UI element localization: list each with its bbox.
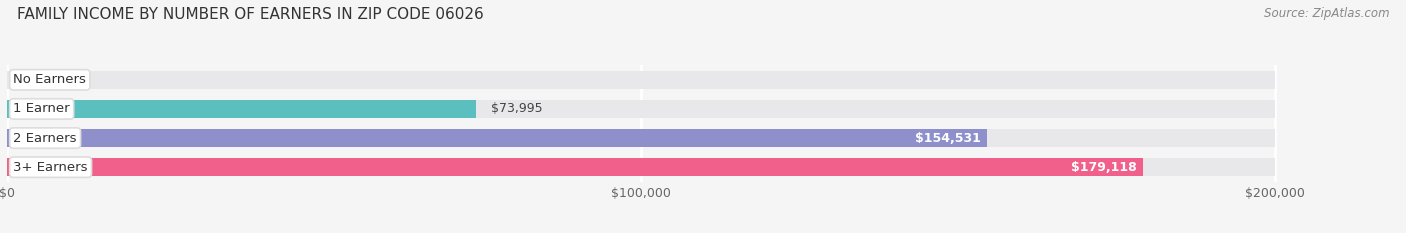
Bar [7,100,477,118]
Bar [7,129,987,147]
Bar [7,71,1275,89]
Text: $154,531: $154,531 [914,132,980,144]
Text: 1 Earner: 1 Earner [14,103,70,115]
Text: 3+ Earners: 3+ Earners [14,161,87,174]
Text: No Earners: No Earners [14,73,86,86]
Text: $179,118: $179,118 [1070,161,1136,174]
Text: $0: $0 [20,73,35,86]
Text: Source: ZipAtlas.com: Source: ZipAtlas.com [1264,7,1389,20]
Text: FAMILY INCOME BY NUMBER OF EARNERS IN ZIP CODE 06026: FAMILY INCOME BY NUMBER OF EARNERS IN ZI… [17,7,484,22]
Bar [7,158,1143,176]
Text: 2 Earners: 2 Earners [14,132,77,144]
Bar [7,129,1275,147]
Text: $73,995: $73,995 [491,103,543,115]
Bar [7,158,1275,176]
Bar [7,100,1275,118]
